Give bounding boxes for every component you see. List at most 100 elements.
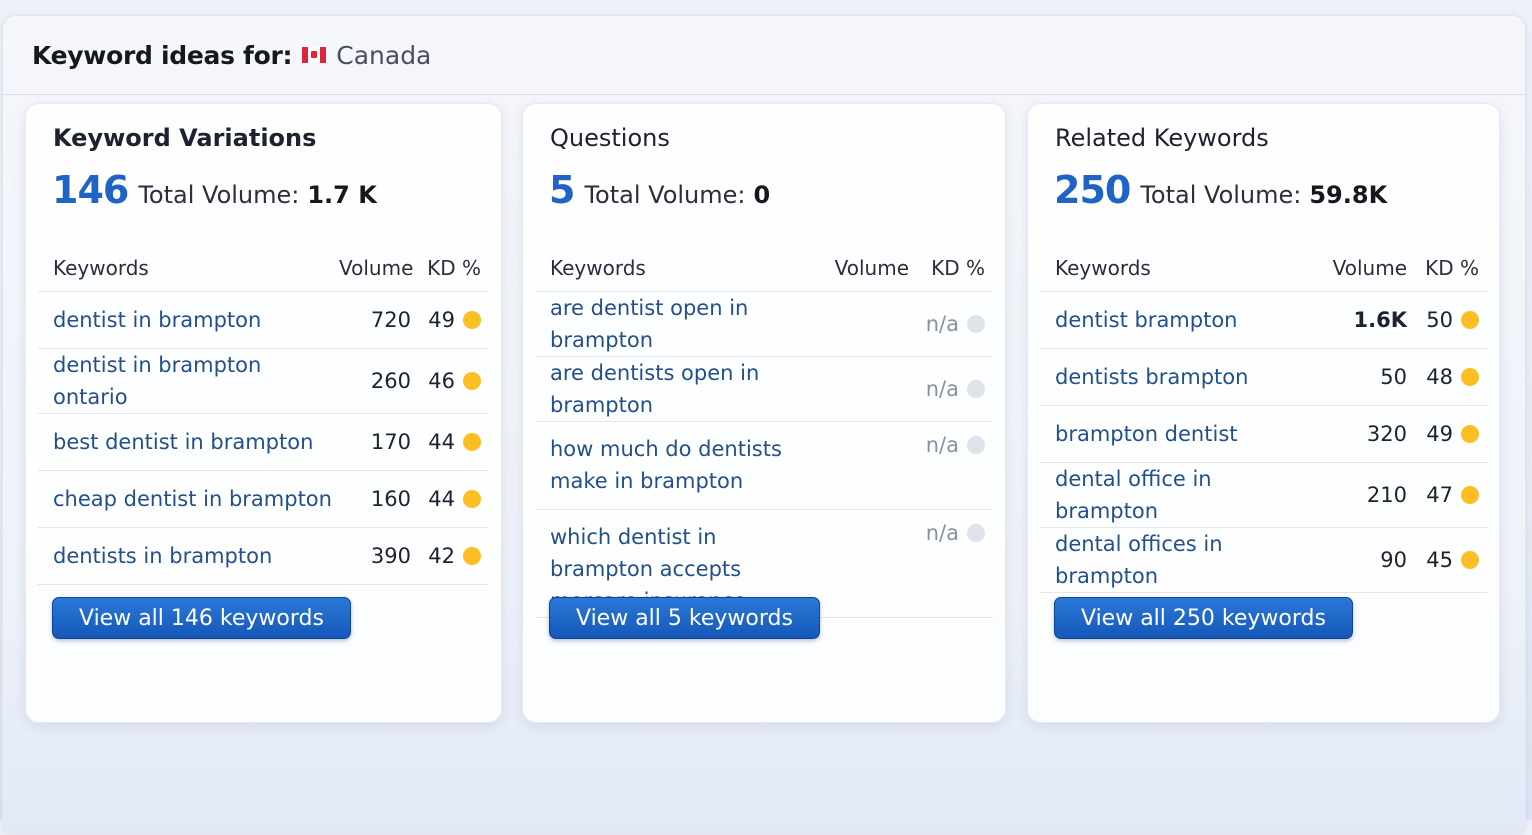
kd-indicator-icon: [967, 524, 985, 542]
table-row: best dentist in brampton 170 44: [38, 414, 489, 471]
kd-cell: 45: [1407, 548, 1487, 572]
column-keywords[interactable]: Keywords: [53, 255, 149, 280]
kd-indicator-icon: [967, 436, 985, 454]
kd-indicator-icon: [967, 380, 985, 398]
panel-header: Keyword ideas for: Canada: [3, 16, 1525, 95]
kd-value: 45: [1426, 548, 1453, 572]
keyword-link[interactable]: are dentist open in brampton: [550, 296, 749, 352]
canada-flag-icon: [302, 47, 327, 63]
kd-indicator-icon: [463, 547, 481, 565]
kd-cell: n/a: [909, 312, 993, 336]
keyword-link[interactable]: dentist brampton: [1055, 308, 1238, 332]
column-volume[interactable]: Volume: [834, 255, 909, 280]
kd-indicator-icon: [463, 433, 481, 451]
kd-cell: n/a: [909, 521, 993, 545]
table-row: dentist brampton 1.6K 50: [1040, 292, 1487, 349]
keyword-link[interactable]: brampton dentist: [1055, 422, 1238, 446]
table-header: Keywords Volume KD %: [535, 244, 993, 292]
card-title: Keyword Variations: [53, 124, 317, 152]
kd-value: 44: [428, 487, 455, 511]
card-stats: 250 Total Volume: 59.8K: [1054, 168, 1387, 212]
kd-indicator-icon: [1461, 425, 1479, 443]
kd-cell: n/a: [909, 377, 993, 401]
table-row: are dentist open in brampton n/a: [535, 292, 993, 357]
kd-indicator-icon: [463, 311, 481, 329]
kd-value: 50: [1426, 308, 1453, 332]
kd-indicator-icon: [1461, 551, 1479, 569]
column-kd[interactable]: KD %: [931, 255, 985, 280]
total-volume-label: Total Volume:: [138, 181, 300, 209]
kd-value: 44: [428, 430, 455, 454]
view-all-button[interactable]: View all 5 keywords: [549, 597, 820, 639]
kd-value: 46: [428, 369, 455, 393]
total-volume-label: Total Volume:: [1140, 181, 1302, 209]
volume-value: 160: [370, 487, 411, 511]
card-stats: 146 Total Volume: 1.7 K: [52, 168, 377, 212]
header-label: Keyword ideas for:: [32, 40, 293, 70]
kd-indicator-icon: [463, 490, 481, 508]
keywords-table: Keywords Volume KD % dentist in brampton…: [38, 244, 489, 585]
kd-cell: 50: [1407, 308, 1487, 332]
keyword-link[interactable]: dental offices in brampton: [1055, 532, 1223, 588]
keywords-table: Keywords Volume KD % are dentist open in…: [535, 244, 993, 618]
kd-value: n/a: [925, 433, 959, 457]
table-row: dentist in brampton ontario 260 46: [38, 349, 489, 414]
kd-cell: 47: [1407, 483, 1487, 507]
card-stats: 5 Total Volume: 0: [549, 168, 770, 212]
kd-cell: 49: [411, 308, 489, 332]
column-keywords[interactable]: Keywords: [550, 255, 646, 280]
keyword-link[interactable]: dentists in brampton: [53, 544, 273, 568]
keywords-table: Keywords Volume KD % dentist brampton 1.…: [1040, 244, 1487, 593]
kd-cell: 44: [411, 487, 489, 511]
country-name[interactable]: Canada: [336, 40, 432, 70]
keyword-link[interactable]: dentist in brampton: [53, 308, 262, 332]
column-kd[interactable]: KD %: [1425, 255, 1479, 280]
kd-cell: 48: [1407, 365, 1487, 389]
kd-cell: n/a: [909, 433, 993, 457]
total-volume-value: 1.7 K: [307, 181, 377, 209]
column-keywords[interactable]: Keywords: [1055, 255, 1151, 280]
questions-card: Questions 5 Total Volume: 0 Keywords Vol…: [522, 103, 1006, 723]
kd-value: 47: [1426, 483, 1453, 507]
volume-value: 90: [1380, 548, 1407, 572]
kd-value: 49: [1426, 422, 1453, 446]
keyword-variations-card: Keyword Variations 146 Total Volume: 1.7…: [25, 103, 502, 723]
view-all-button[interactable]: View all 250 keywords: [1054, 597, 1353, 639]
kd-value: n/a: [925, 377, 959, 401]
total-volume-value: 59.8K: [1309, 181, 1388, 209]
table-row: dental office in brampton 210 47: [1040, 463, 1487, 528]
table-row: cheap dentist in brampton 160 44: [38, 471, 489, 528]
kd-value: 48: [1426, 365, 1453, 389]
kd-value: n/a: [925, 312, 959, 336]
column-volume[interactable]: Volume: [1332, 255, 1407, 280]
table-row: dentists brampton 50 48: [1040, 349, 1487, 406]
keyword-link[interactable]: cheap dentist in brampton: [53, 487, 332, 511]
kd-cell: 49: [1407, 422, 1487, 446]
keyword-link[interactable]: best dentist in brampton: [53, 430, 314, 454]
keyword-link[interactable]: dentist in brampton ontario: [53, 353, 262, 409]
column-volume[interactable]: Volume: [339, 255, 414, 280]
volume-value: 720: [370, 308, 411, 332]
table-row: how much do dentists make in brampton n/…: [535, 422, 993, 510]
volume-value: 320: [1366, 422, 1407, 446]
total-volume-value: 0: [753, 181, 771, 209]
kd-cell: 44: [411, 430, 489, 454]
kd-cell: 46: [411, 369, 489, 393]
keyword-link[interactable]: dentists brampton: [1055, 365, 1249, 389]
kd-value: n/a: [925, 521, 959, 545]
volume-value: 50: [1380, 365, 1407, 389]
volume-value: 170: [370, 430, 411, 454]
column-kd[interactable]: KD %: [427, 255, 481, 280]
keyword-link[interactable]: are dentists open in brampton: [550, 361, 760, 417]
view-all-button[interactable]: View all 146 keywords: [52, 597, 351, 639]
kd-value: 49: [428, 308, 455, 332]
kd-indicator-icon: [1461, 368, 1479, 386]
keyword-link[interactable]: how much do dentists make in brampton: [550, 437, 782, 493]
card-title: Questions: [550, 124, 670, 152]
keyword-link[interactable]: dental office in brampton: [1055, 467, 1212, 523]
kd-cell: 42: [411, 544, 489, 568]
table-header: Keywords Volume KD %: [38, 244, 489, 292]
card-title: Related Keywords: [1055, 124, 1269, 152]
table-row: dental offices in brampton 90 45: [1040, 528, 1487, 593]
table-row: dentists in brampton 390 42: [38, 528, 489, 585]
